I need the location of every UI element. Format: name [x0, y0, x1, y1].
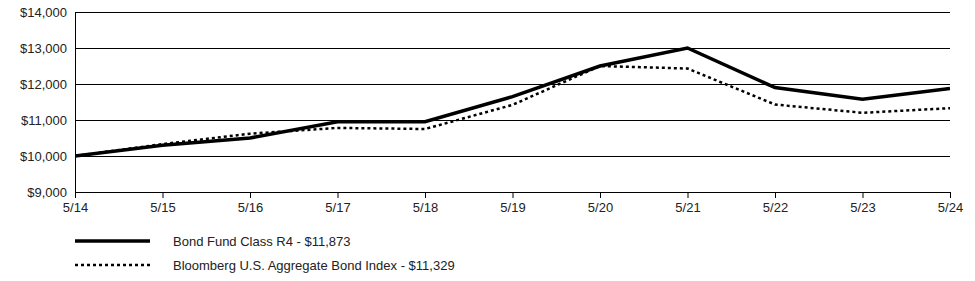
series-line — [75, 66, 950, 156]
legend-label: Bond Fund Class R4 - $11,873 — [173, 234, 351, 249]
x-tick-label: 5/18 — [413, 200, 438, 215]
x-tick-mark — [250, 192, 251, 198]
x-tick-label: 5/16 — [238, 200, 263, 215]
x-tick-label: 5/14 — [63, 200, 88, 215]
grid-line — [75, 156, 950, 157]
y-tick: $9,000 — [27, 185, 950, 200]
y-tick-label: $13,000 — [20, 41, 67, 56]
x-tick: 5/17 — [325, 192, 350, 215]
grid-line — [75, 120, 950, 121]
legend-swatch — [75, 264, 150, 267]
x-tick-mark — [600, 192, 601, 198]
x-tick: 5/21 — [675, 192, 700, 215]
x-tick-label: 5/23 — [850, 200, 875, 215]
x-tick: 5/16 — [238, 192, 263, 215]
x-tick: 5/24 — [938, 192, 963, 215]
y-tick-label: $12,000 — [20, 77, 67, 92]
grid-line — [75, 48, 950, 49]
series-line — [75, 48, 950, 156]
legend-item: Bond Fund Class R4 - $11,873 — [75, 234, 351, 249]
legend-swatch — [75, 239, 150, 243]
x-tick: 5/22 — [763, 192, 788, 215]
y-axis-line — [76, 13, 951, 193]
x-tick-label: 5/17 — [325, 200, 350, 215]
plot: $9,000 $10,000 $11,000 $12,000 $13,000 $14,00… — [20, 5, 963, 216]
x-tick-mark — [513, 192, 514, 198]
x-tick-mark — [863, 192, 864, 198]
x-tick-mark — [338, 192, 339, 198]
x-tick-mark — [950, 192, 951, 198]
series-lines — [75, 48, 950, 156]
y-axis: $9,000 $10,000 $11,000 $12,000 $13,000 $14,00… — [20, 5, 950, 200]
y-tick-label: $10,000 — [20, 149, 67, 164]
grid-line — [75, 12, 950, 13]
y-tick-label: $9,000 — [27, 185, 67, 200]
x-axis: 5/14 5/15 5/16 5/17 5/18 5/19 5/20 5/21 5/22 5/23… — [63, 192, 963, 215]
legend-label: Bloomberg U.S. Aggregate Bond Index - $1… — [173, 258, 455, 273]
legend: Bond Fund Class R4 - $11,873 Bloomberg U.… — [75, 234, 455, 273]
x-tick-mark — [75, 192, 76, 198]
x-tick: 5/20 — [588, 192, 613, 215]
y-tick-label: $14,000 — [20, 5, 67, 20]
x-tick-label: 5/19 — [500, 200, 525, 215]
x-tick: 5/19 — [500, 192, 525, 215]
y-tick: $10,000 — [20, 149, 950, 164]
x-tick-mark — [688, 192, 689, 198]
x-tick: 5/23 — [850, 192, 875, 215]
y-tick-label: $11,000 — [21, 113, 67, 128]
x-tick: 5/14 — [63, 192, 88, 215]
legend-item: Bloomberg U.S. Aggregate Bond Index - $1… — [75, 258, 455, 273]
x-tick-label: 5/15 — [150, 200, 175, 215]
y-tick: $14,000 — [20, 5, 950, 20]
x-tick-label: 5/20 — [588, 200, 613, 215]
x-tick: 5/18 — [413, 192, 438, 215]
x-tick: 5/15 — [150, 192, 175, 215]
x-tick-mark — [163, 192, 164, 198]
grid-line — [75, 84, 950, 85]
x-tick-mark — [775, 192, 776, 198]
x-tick-label: 5/24 — [938, 200, 963, 215]
y-tick: $12,000 — [20, 77, 950, 92]
x-tick-mark — [425, 192, 426, 198]
y-tick: $11,000 — [21, 113, 950, 128]
chart: $9,000 $10,000 $11,000 $12,000 $13,000 $14,00… — [0, 0, 975, 281]
y-tick: $13,000 — [20, 41, 950, 56]
x-tick-label: 5/21 — [675, 200, 700, 215]
x-tick-label: 5/22 — [763, 200, 788, 215]
